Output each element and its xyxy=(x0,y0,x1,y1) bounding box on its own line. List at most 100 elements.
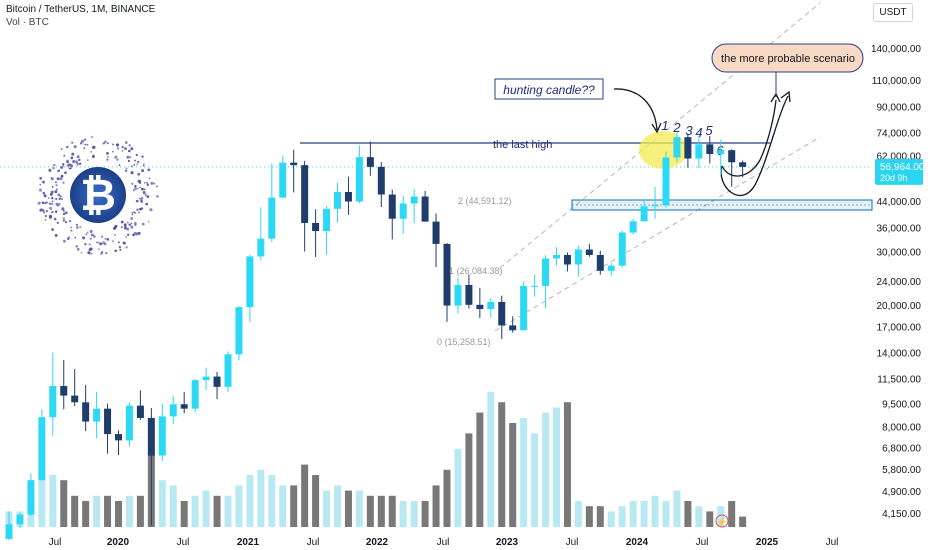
volume-bar xyxy=(563,402,571,527)
logo-halo-dot xyxy=(56,204,59,207)
candle-body xyxy=(498,301,506,326)
logo-halo-dot xyxy=(145,202,149,206)
time-tick-label: 2024 xyxy=(626,537,649,548)
alert-icon[interactable] xyxy=(715,514,729,528)
logo-halo-dot xyxy=(89,237,92,240)
logo-halo-dot xyxy=(114,234,116,236)
logo-halo-dot xyxy=(146,181,149,184)
time-tick-label: Jul xyxy=(177,537,190,548)
logo-halo-dot xyxy=(153,182,156,185)
candle-body xyxy=(5,524,13,539)
price-tick-label: 62,000.00 xyxy=(877,152,922,163)
logo-halo-dot xyxy=(91,155,95,159)
candle-body xyxy=(542,258,550,286)
time-tick-label: Jul xyxy=(566,537,579,548)
logo-halo-dot xyxy=(124,169,128,172)
price-tick-label: 36,000.00 xyxy=(877,223,922,234)
candle-body xyxy=(377,166,385,195)
logo-halo-dot xyxy=(40,208,43,211)
logo-halo-dot xyxy=(68,219,72,223)
logo-halo-dot xyxy=(59,195,62,198)
logo-halo-dot xyxy=(130,147,134,151)
candle-body xyxy=(728,150,736,163)
logo-halo-dot xyxy=(132,189,135,192)
logo-halo-dot xyxy=(136,163,138,166)
volume-bar xyxy=(662,501,670,527)
candle-body xyxy=(334,191,341,209)
logo-halo-dot xyxy=(86,143,89,146)
logo-halo-dot xyxy=(76,155,80,159)
logo-halo-dot xyxy=(47,197,50,199)
volume-bar xyxy=(443,469,451,527)
logo-halo-dot xyxy=(112,143,114,146)
hunting-candle-box xyxy=(494,78,604,100)
logo-halo-dot xyxy=(67,163,71,167)
price-tick-label: 9,500.00 xyxy=(882,400,921,411)
last-price-value: 56,964.00 xyxy=(880,162,925,173)
currency-button[interactable]: USDT xyxy=(873,3,913,22)
logo-halo-dot xyxy=(86,159,89,162)
volume-bar xyxy=(377,495,385,527)
logo-halo-dot xyxy=(62,165,65,168)
price-tick-label: 20,000.00 xyxy=(877,301,922,312)
time-tick-label: 2021 xyxy=(237,537,260,548)
candle-body xyxy=(355,157,363,202)
logo-halo-dot xyxy=(106,158,109,161)
logo-halo-dot xyxy=(39,183,42,186)
logo-halo-dot xyxy=(130,165,133,168)
logo-halo-dot xyxy=(62,217,65,220)
logo-halo-dot xyxy=(126,233,130,237)
price-tick-label: 110,000.00 xyxy=(872,76,922,87)
volume-bar xyxy=(180,501,188,527)
logo-halo-dot xyxy=(118,245,122,249)
logo-halo-dot xyxy=(133,221,137,225)
candle-body xyxy=(224,354,232,387)
candle-body xyxy=(563,254,571,265)
logo-halo-dot xyxy=(43,194,47,198)
volume-bar xyxy=(487,391,495,527)
logo-halo-dot xyxy=(60,148,63,150)
logo-halo-dot xyxy=(128,149,131,153)
logo-halo-dot xyxy=(44,214,48,218)
logo-halo-dot xyxy=(56,177,60,181)
logo-halo-dot xyxy=(121,150,124,152)
logo-halo-dot xyxy=(140,196,144,200)
logo-halo-dot xyxy=(55,181,57,184)
logo-halo-dot xyxy=(138,179,141,183)
projection-path-deep xyxy=(720,95,789,197)
price-axis: 4,150.00 4,900.00 5,800.00 6,800.00 8,000.00… xyxy=(715,44,925,528)
volume-bar xyxy=(596,506,604,527)
logo-halo-dot xyxy=(112,150,114,153)
logo-halo-dot xyxy=(130,222,133,225)
logo-halo-dot xyxy=(150,181,154,185)
logo-halo-dot xyxy=(114,224,118,228)
candle-body xyxy=(301,165,309,223)
volume-bar xyxy=(465,433,473,527)
candle-body xyxy=(366,157,374,167)
logo-halo-dot xyxy=(118,164,121,167)
logo-halo-dot xyxy=(141,155,144,158)
logo-halo-dot xyxy=(62,163,65,166)
logo-halo-dot xyxy=(131,182,134,185)
logo-halo-dot xyxy=(116,147,120,150)
logo-halo-dot xyxy=(142,164,145,167)
logo-halo-dot xyxy=(148,177,151,180)
logo-halo-dot xyxy=(86,231,89,234)
volume-bar xyxy=(717,506,725,527)
logo-halo-dot xyxy=(75,245,78,248)
logo-halo-dot xyxy=(76,164,79,166)
price-tick-label: 14,000.00 xyxy=(877,348,922,359)
logo-halo-dot xyxy=(102,142,105,145)
candle-body xyxy=(235,307,243,355)
logo-halo-dot xyxy=(141,222,145,226)
volume-bar xyxy=(640,501,648,527)
logo-halo-dot xyxy=(84,143,87,146)
candle-body xyxy=(279,162,287,198)
logo-halo-dot xyxy=(124,147,127,150)
volume-bar xyxy=(399,501,407,527)
candle-body xyxy=(531,285,539,287)
logo-halo-dot xyxy=(45,210,48,213)
wave-number-label: 1 xyxy=(661,118,668,133)
logo-halo-dot xyxy=(129,156,132,159)
